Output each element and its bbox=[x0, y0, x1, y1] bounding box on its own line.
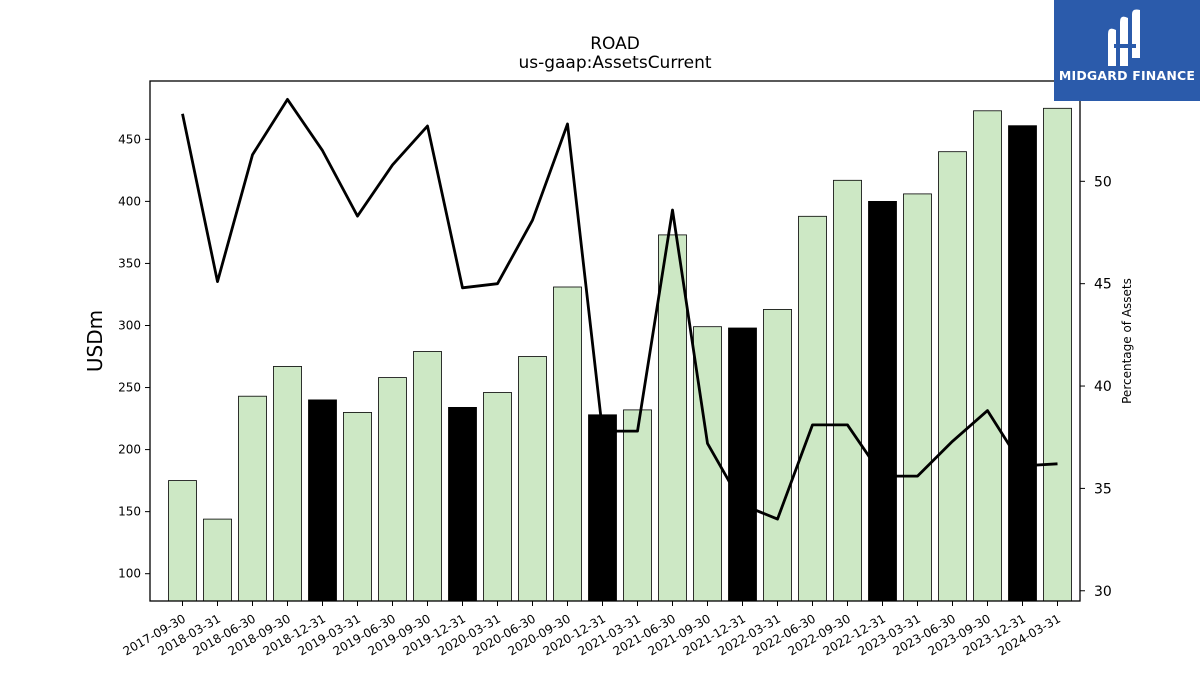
y2-tick-label: 35 bbox=[1094, 481, 1112, 497]
logo: MIDGARD FINANCE bbox=[1054, 0, 1200, 101]
bar-2018-03-31 bbox=[203, 518, 232, 602]
y-tick-label: 150 bbox=[118, 505, 141, 519]
y-tick-label: 450 bbox=[118, 132, 141, 146]
bar-2023-12-31 bbox=[1008, 125, 1037, 602]
y2-tick-label: 30 bbox=[1094, 584, 1112, 600]
y2-tick-label: 45 bbox=[1094, 277, 1112, 293]
bar-2022-06-30 bbox=[798, 215, 827, 602]
bar-2018-12-31 bbox=[308, 399, 337, 602]
bar-2021-09-30 bbox=[693, 326, 722, 602]
bar-2022-03-31 bbox=[763, 308, 792, 602]
bar-2020-03-31 bbox=[483, 392, 512, 602]
midgard-logo-icon bbox=[1108, 9, 1140, 66]
y-tick-label: 400 bbox=[118, 194, 141, 208]
bar-2020-09-30 bbox=[553, 286, 582, 602]
y-axis-label: USDm bbox=[83, 310, 107, 372]
bar-2021-06-30 bbox=[658, 234, 687, 602]
chart-title: ROAD bbox=[590, 34, 640, 54]
bar-2019-09-30 bbox=[413, 351, 442, 602]
logo-text: MIDGARD FINANCE bbox=[1058, 68, 1196, 83]
bar-2021-12-31 bbox=[728, 327, 757, 602]
y2-tick-label: 50 bbox=[1094, 174, 1112, 190]
bar-2023-06-30 bbox=[938, 151, 967, 602]
bar-2019-12-31 bbox=[448, 406, 477, 602]
y-tick-label: 100 bbox=[118, 567, 141, 581]
plot-frame bbox=[149, 80, 1081, 602]
bar-2023-09-30 bbox=[973, 110, 1002, 602]
y2-tick-label: 40 bbox=[1094, 379, 1112, 395]
bar-2022-09-30 bbox=[833, 179, 862, 602]
bar-2019-06-30 bbox=[378, 377, 407, 602]
y-tick-label: 350 bbox=[118, 256, 141, 270]
y-tick-label: 200 bbox=[118, 443, 141, 457]
plot-area: 10015020025030035040045030354045502017-0… bbox=[118, 80, 1112, 658]
bar-2018-06-30 bbox=[238, 395, 267, 602]
bar-2017-09-30 bbox=[168, 480, 197, 602]
bar-2022-12-31 bbox=[868, 200, 897, 602]
bar-2024-03-31 bbox=[1043, 107, 1072, 602]
chart-subtitle: us-gaap:AssetsCurrent bbox=[518, 53, 711, 73]
bar-2018-09-30 bbox=[273, 365, 302, 602]
percentage-line bbox=[181, 98, 1058, 521]
bar-2020-12-31 bbox=[588, 414, 617, 602]
y-tick-label: 300 bbox=[118, 318, 141, 332]
y-tick-label: 250 bbox=[118, 381, 141, 395]
bar-2023-03-31 bbox=[903, 193, 932, 602]
bar-2019-03-31 bbox=[343, 411, 372, 602]
bar-2021-03-31 bbox=[623, 409, 652, 602]
y2-axis-label: Percentage of Assets bbox=[1120, 278, 1134, 404]
bar-2020-06-30 bbox=[518, 356, 547, 602]
